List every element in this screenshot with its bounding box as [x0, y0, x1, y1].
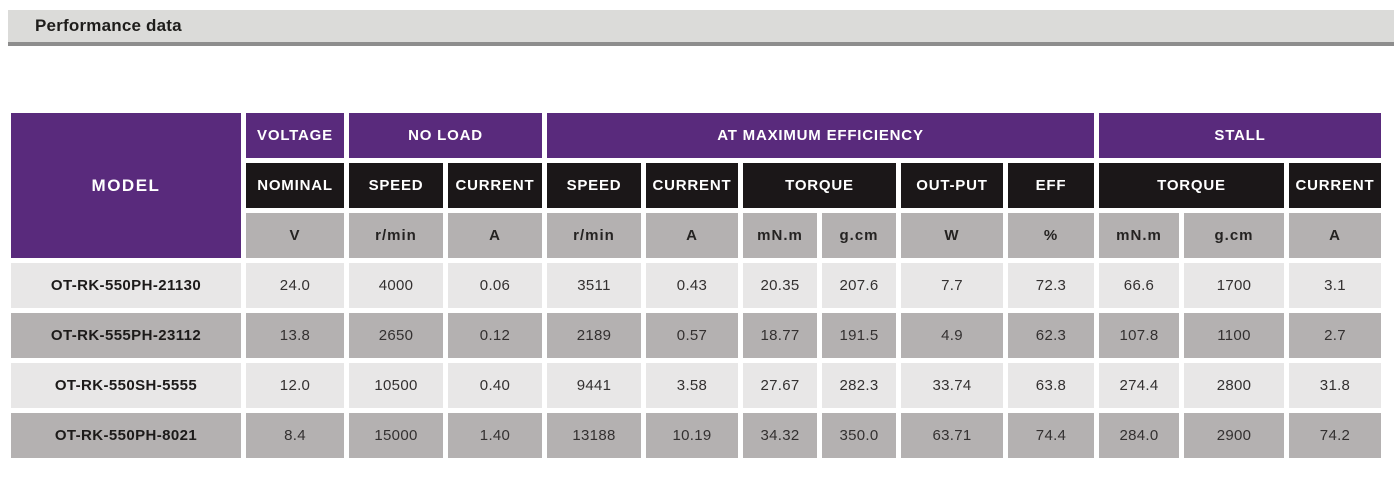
header-maxeff-speed: SPEED [547, 163, 641, 208]
header-stall-current: CURRENT [1289, 163, 1381, 208]
unit-mnm-1: mN.m [743, 213, 817, 258]
cell-value: 12.0 [246, 363, 344, 408]
cell-value: 27.67 [743, 363, 817, 408]
cell-value: 74.4 [1008, 413, 1094, 458]
cell-value: 62.3 [1008, 313, 1094, 358]
cell-value: 274.4 [1099, 363, 1179, 408]
cell-value: 10500 [349, 363, 443, 408]
unit-gcm-2: g.cm [1184, 213, 1284, 258]
cell-value: 107.8 [1099, 313, 1179, 358]
unit-mnm-2: mN.m [1099, 213, 1179, 258]
unit-gcm-1: g.cm [822, 213, 896, 258]
header-group-max-efficiency: AT MAXIMUM EFFICIENCY [547, 113, 1094, 158]
cell-model: OT-RK-550SH-5555 [11, 363, 241, 408]
cell-value: 63.71 [901, 413, 1003, 458]
cell-value: 2900 [1184, 413, 1284, 458]
header-group-stall: STALL [1099, 113, 1381, 158]
cell-value: 20.35 [743, 263, 817, 308]
cell-value: 24.0 [246, 263, 344, 308]
cell-value: 191.5 [822, 313, 896, 358]
cell-value: 0.12 [448, 313, 542, 358]
unit-w: W [901, 213, 1003, 258]
cell-value: 1.40 [448, 413, 542, 458]
cell-value: 207.6 [822, 263, 896, 308]
table-row: OT-RK-550SH-5555 12.0 10500 0.40 9441 3.… [11, 363, 1381, 408]
header-row-units: V r/min A r/min A mN.m g.cm W % mN.m g.c… [11, 213, 1381, 258]
cell-value: 74.2 [1289, 413, 1381, 458]
header-noload-current: CURRENT [448, 163, 542, 208]
cell-value: 2189 [547, 313, 641, 358]
cell-value: 4000 [349, 263, 443, 308]
header-maxeff-current: CURRENT [646, 163, 738, 208]
header-row-groups: MODEL VOLTAGE NO LOAD AT MAXIMUM EFFICIE… [11, 113, 1381, 258]
table-row: OT-RK-550PH-8021 8.4 15000 1.40 13188 10… [11, 413, 1381, 458]
cell-value: 13188 [547, 413, 641, 458]
cell-value: 15000 [349, 413, 443, 458]
cell-value: 282.3 [822, 363, 896, 408]
table-row: OT-RK-555PH-23112 13.8 2650 0.12 2189 0.… [11, 313, 1381, 358]
header-model: MODEL [11, 113, 241, 258]
unit-a-1: A [448, 213, 542, 258]
cell-value: 350.0 [822, 413, 896, 458]
cell-value: 18.77 [743, 313, 817, 358]
cell-value: 63.8 [1008, 363, 1094, 408]
header-noload-speed: SPEED [349, 163, 443, 208]
page-title: Performance data [35, 16, 182, 35]
cell-value: 284.0 [1099, 413, 1179, 458]
header-maxeff-torque: TORQUE [743, 163, 896, 208]
cell-value: 31.8 [1289, 363, 1381, 408]
cell-value: 8.4 [246, 413, 344, 458]
cell-value: 0.57 [646, 313, 738, 358]
unit-a-3: A [1289, 213, 1381, 258]
cell-value: 13.8 [246, 313, 344, 358]
cell-value: 3.1 [1289, 263, 1381, 308]
cell-value: 34.32 [743, 413, 817, 458]
cell-value: 3.58 [646, 363, 738, 408]
unit-percent: % [1008, 213, 1094, 258]
cell-model: OT-RK-555PH-23112 [11, 313, 241, 358]
header-stall-torque: TORQUE [1099, 163, 1284, 208]
cell-value: 4.9 [901, 313, 1003, 358]
cell-value: 10.19 [646, 413, 738, 458]
cell-value: 0.40 [448, 363, 542, 408]
cell-value: 2.7 [1289, 313, 1381, 358]
header-row-subheaders: NOMINAL SPEED CURRENT SPEED CURRENT TORQ… [11, 163, 1381, 208]
unit-rmin-1: r/min [349, 213, 443, 258]
cell-value: 66.6 [1099, 263, 1179, 308]
cell-value: 2650 [349, 313, 443, 358]
unit-a-2: A [646, 213, 738, 258]
cell-value: 9441 [547, 363, 641, 408]
cell-value: 2800 [1184, 363, 1284, 408]
cell-value: 0.06 [448, 263, 542, 308]
cell-value: 7.7 [901, 263, 1003, 308]
unit-rmin-2: r/min [547, 213, 641, 258]
cell-value: 33.74 [901, 363, 1003, 408]
unit-v: V [246, 213, 344, 258]
header-group-no-load: NO LOAD [349, 113, 542, 158]
section-title-bar: Performance data [8, 10, 1394, 46]
header-output: OUT-PUT [901, 163, 1003, 208]
header-eff: EFF [1008, 163, 1094, 208]
performance-table: MODEL VOLTAGE NO LOAD AT MAXIMUM EFFICIE… [6, 108, 1386, 463]
cell-value: 0.43 [646, 263, 738, 308]
cell-model: OT-RK-550PH-21130 [11, 263, 241, 308]
table-row: OT-RK-550PH-21130 24.0 4000 0.06 3511 0.… [11, 263, 1381, 308]
header-nominal: NOMINAL [246, 163, 344, 208]
header-group-voltage: VOLTAGE [246, 113, 344, 158]
cell-model: OT-RK-550PH-8021 [11, 413, 241, 458]
cell-value: 1100 [1184, 313, 1284, 358]
cell-value: 72.3 [1008, 263, 1094, 308]
cell-value: 1700 [1184, 263, 1284, 308]
cell-value: 3511 [547, 263, 641, 308]
